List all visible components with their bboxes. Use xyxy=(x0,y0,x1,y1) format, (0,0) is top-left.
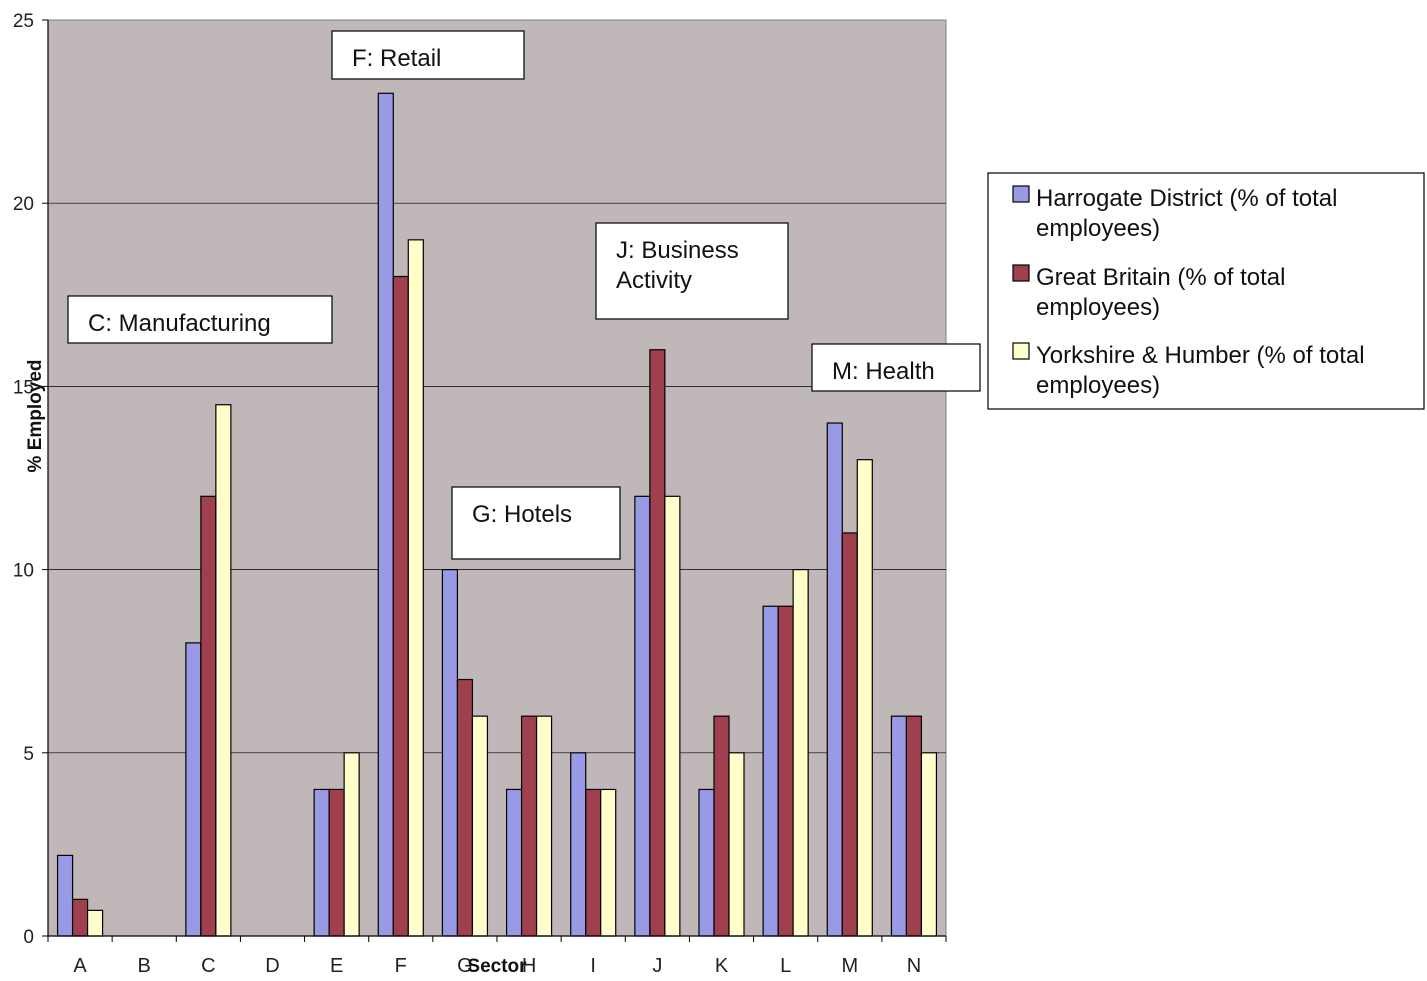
annotation-frame xyxy=(811,343,981,392)
bar-J-series-2 xyxy=(664,495,681,937)
annotation-label: M: Health xyxy=(832,358,935,385)
y-tick-label: 15 xyxy=(13,377,34,398)
legend-label: employees) xyxy=(1036,294,1160,321)
annotation-box: G: Hotels xyxy=(451,486,621,560)
bar-G-series-2 xyxy=(471,715,489,937)
bar-K-series-2 xyxy=(728,752,745,937)
bar-L-series-0 xyxy=(762,605,779,937)
annotation-box: F: Retail xyxy=(331,30,525,80)
x-tick-label: D xyxy=(265,955,279,976)
bar-A-series-0 xyxy=(56,854,74,937)
y-tick-label: 5 xyxy=(23,744,34,765)
legend-label: Great Britain (% of total xyxy=(1036,264,1285,291)
x-tick-label: G xyxy=(457,955,473,976)
bar-E-series-0 xyxy=(313,788,330,937)
x-tick-label: E xyxy=(330,955,343,976)
legend-label: employees) xyxy=(1036,215,1160,242)
x-tick-label: N xyxy=(907,955,921,976)
bar-H-series-1 xyxy=(520,715,538,937)
legend-label: Harrogate District (% of total xyxy=(1036,185,1337,212)
bar-F-series-1 xyxy=(392,275,409,937)
bar-I-series-2 xyxy=(600,788,617,937)
x-tick-label: J xyxy=(652,955,662,976)
bar-C-series-2 xyxy=(215,404,232,937)
bar-K-series-0 xyxy=(698,788,715,937)
x-tick-label: F xyxy=(395,955,407,976)
annotation-frame xyxy=(595,222,789,320)
x-tick-label: A xyxy=(73,955,87,976)
annotation-frame xyxy=(331,30,525,80)
x-tick-label: I xyxy=(590,955,596,976)
legend-swatch xyxy=(1012,185,1030,203)
annotation-frame xyxy=(67,295,333,344)
y-tick-label: 0 xyxy=(23,927,34,948)
bar-M-series-1 xyxy=(841,532,858,937)
bar-A-series-1 xyxy=(71,898,89,937)
bar-N-series-2 xyxy=(920,752,938,937)
legend-label: Yorkshire & Humber (% of total xyxy=(1036,342,1365,369)
annotation-label: Activity xyxy=(616,267,692,294)
legend-swatch xyxy=(1012,264,1030,282)
annotation-box: J: Business Activity xyxy=(595,222,789,320)
y-tick-label: 10 xyxy=(13,561,34,582)
annotation-box: M: Health xyxy=(811,343,981,392)
bar-I-series-0 xyxy=(570,752,587,937)
bar-A-series-2 xyxy=(86,909,104,937)
bar-G-series-0 xyxy=(441,568,459,937)
bar-M-series-0 xyxy=(826,422,843,937)
legend-frame xyxy=(987,172,1425,410)
bar-G-series-1 xyxy=(456,678,474,937)
bar-J-series-1 xyxy=(649,349,666,937)
annotation-label: F: Retail xyxy=(352,45,441,72)
annotation-label: G: Hotels xyxy=(472,501,572,528)
annotation-box: C: Manufacturing xyxy=(67,295,333,344)
bar-J-series-0 xyxy=(634,495,651,937)
bars xyxy=(56,92,938,937)
x-tick-label: M xyxy=(841,955,858,976)
x-tick-label: H xyxy=(522,955,536,976)
y-tick-label: 20 xyxy=(13,194,34,215)
bar-N-series-1 xyxy=(905,715,923,937)
bar-L-series-1 xyxy=(777,605,794,937)
bar-M-series-2 xyxy=(856,459,873,937)
annotation-frame xyxy=(451,486,621,560)
legend: Harrogate District (% of total employees)… xyxy=(987,172,1425,410)
annotations: C: Manufacturing F: Retail G: Hotels J: Bus… xyxy=(67,30,981,560)
bar-N-series-0 xyxy=(890,715,908,937)
bar-E-series-1 xyxy=(328,788,345,937)
annotation-label: C: Manufacturing xyxy=(88,310,271,337)
legend-swatch xyxy=(1012,342,1030,360)
x-tick-label: C xyxy=(201,955,215,976)
x-axis-title: Sector xyxy=(467,956,527,976)
bar-F-series-2 xyxy=(407,239,424,937)
bar-E-series-2 xyxy=(343,752,360,937)
x-tick-label: K xyxy=(715,955,729,976)
bar-L-series-2 xyxy=(792,568,809,937)
bar-H-series-0 xyxy=(505,788,523,937)
annotation-label: J: Business xyxy=(616,237,739,264)
x-tick-label: L xyxy=(780,955,791,976)
y-tick-label: 25 xyxy=(13,11,34,32)
bar-C-series-0 xyxy=(185,642,202,937)
bar-K-series-1 xyxy=(713,715,730,937)
legend-label: employees) xyxy=(1036,372,1160,399)
x-tick-label: B xyxy=(138,955,151,976)
plot-area xyxy=(47,19,947,937)
bar-H-series-2 xyxy=(535,715,553,937)
y-axis-title: % Employed xyxy=(25,360,46,473)
bar-C-series-1 xyxy=(200,495,217,937)
tick-labels: 0 5 10 15 20 25 A B C D E F G H I J K L M N xyxy=(13,11,947,977)
bar-F-series-0 xyxy=(377,92,394,937)
bar-I-series-1 xyxy=(585,788,602,937)
